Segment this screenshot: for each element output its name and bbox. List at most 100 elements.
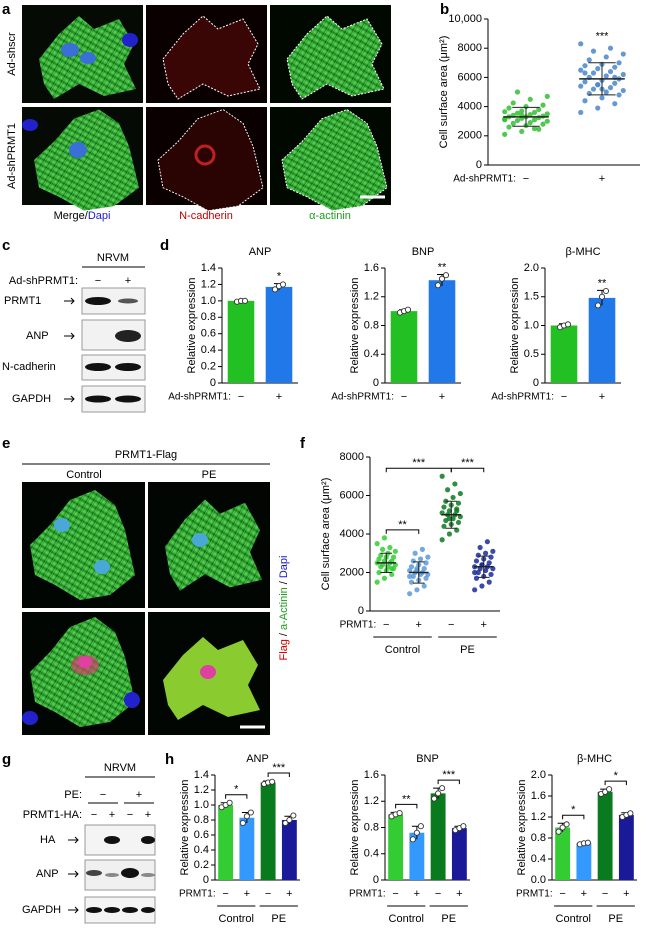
sd-bar [380, 552, 393, 573]
data-point [514, 110, 521, 116]
bar [451, 828, 467, 880]
data-point [457, 490, 463, 497]
x-axis-label: Ad-shPRMT1: [491, 392, 554, 403]
condition-label: PRMT1-HA: [23, 809, 82, 821]
data-point [380, 546, 386, 553]
data-point [578, 83, 584, 89]
y-tick-label: 0.8 [194, 814, 209, 826]
data-point [408, 579, 415, 585]
data-point [540, 121, 546, 127]
micrograph-grid-a [22, 5, 391, 212]
data-point [389, 571, 395, 578]
data-point [523, 104, 529, 110]
bar [576, 843, 592, 880]
data-point [475, 569, 481, 576]
chart-title: β-MHC [577, 753, 612, 765]
data-point [612, 80, 618, 86]
data-point [612, 64, 618, 70]
y-axis-label: Relative expression [349, 780, 361, 876]
data-point [455, 519, 462, 526]
y-tick-label: 1.5 [524, 291, 539, 303]
panel-label: h [165, 751, 174, 768]
significance: *** [461, 457, 475, 469]
data-point [446, 531, 453, 537]
blot-title: NRVM [104, 762, 136, 774]
replicate-point [627, 810, 634, 817]
data-point [475, 552, 481, 558]
data-point [439, 537, 445, 543]
y-tick-label: 0 [210, 377, 216, 389]
replicate-point [559, 824, 566, 831]
data-point [414, 566, 420, 572]
data-point [376, 556, 382, 562]
data-point [410, 573, 416, 579]
y-tick-label: 1.0 [524, 319, 539, 331]
significance: ** [398, 519, 407, 531]
significance: ** [598, 277, 607, 289]
x-axis-label: Ad-shPRMT1: [168, 392, 231, 403]
bar [390, 311, 418, 383]
y-tick-label: 2000 [340, 566, 364, 578]
x-tick-label: − [238, 391, 244, 403]
y-tick-label: 10,000 [448, 13, 482, 25]
data-point [419, 546, 425, 553]
data-point [502, 109, 508, 115]
x-axis-label: PRMT1: [349, 889, 386, 900]
y-tick-label: 0.6 [201, 328, 216, 340]
data-point [590, 48, 597, 54]
significance-bracket [267, 772, 290, 777]
replicate-point [555, 828, 562, 835]
data-point [527, 96, 533, 102]
data-point [620, 71, 626, 78]
data-point [423, 560, 429, 566]
replicate-point [241, 297, 249, 304]
panel-label: c [2, 237, 10, 254]
data-point [607, 68, 614, 75]
y-tick-label: 8000 [340, 451, 364, 463]
column-label: N-cadherin [179, 210, 233, 222]
group-label: Control [389, 913, 424, 925]
data-point [620, 51, 626, 57]
y-axis-label: Relative expression [186, 278, 198, 374]
micrograph-grid-e [22, 482, 270, 735]
y-tick-label: 0.0 [531, 874, 546, 886]
data-point [488, 571, 494, 578]
data-point [446, 516, 453, 522]
y-tick-label: 0.4 [194, 844, 209, 856]
condition-value: + [125, 275, 131, 287]
band-label: GAPDH [12, 393, 51, 405]
sd-bar [512, 106, 540, 127]
group-label: PE [460, 644, 475, 656]
data-point [410, 558, 416, 564]
data-point [374, 579, 380, 585]
data-point [502, 117, 508, 123]
y-tick-label: 0.2 [194, 859, 209, 871]
data-point [510, 120, 516, 126]
data-point [446, 508, 453, 514]
x-tick-label: + [416, 619, 422, 631]
significance-bracket [225, 794, 248, 799]
data-point [450, 494, 456, 501]
y-tick-label: 0.8 [364, 319, 379, 331]
data-point [540, 102, 546, 108]
band-label: N-cadherin [2, 361, 56, 373]
data-point [378, 552, 384, 558]
significance: * [234, 784, 239, 796]
replicate-point [435, 790, 442, 797]
data-point [408, 564, 415, 570]
replicate-point [247, 809, 254, 816]
data-point [488, 554, 494, 560]
group-label: Control [385, 644, 420, 656]
band-label: PRMT1 [4, 295, 41, 307]
y-tick-label: 0.5 [524, 348, 539, 360]
panel-label: f [300, 435, 306, 452]
data-point [407, 573, 413, 579]
x-tick-label: − [602, 888, 608, 900]
data-point [455, 500, 462, 506]
data-point [421, 583, 427, 589]
group-label: Control [556, 913, 591, 925]
data-point [519, 128, 525, 135]
data-point [616, 92, 622, 98]
data-point [544, 93, 550, 99]
